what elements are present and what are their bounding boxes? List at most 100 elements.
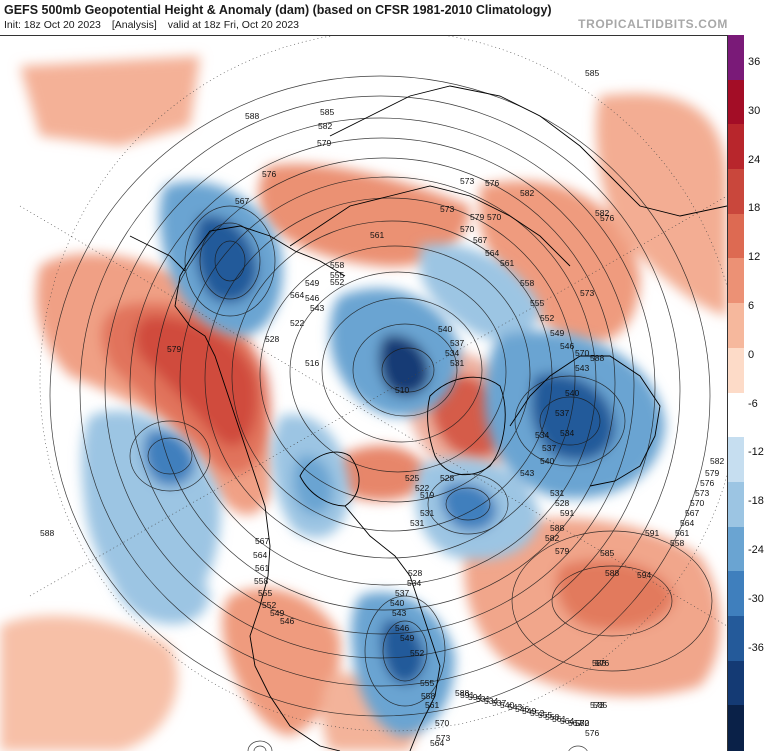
contour-label: 582	[520, 188, 534, 198]
colorbar-tick-label: -18	[748, 495, 764, 508]
contour-line	[231, 220, 553, 532]
contour-label: 567	[255, 536, 269, 546]
contour-label: 540	[438, 324, 452, 334]
warm-anomaly-us-west	[222, 588, 341, 736]
coast-europe-west	[509, 355, 661, 487]
coastlines	[129, 85, 727, 751]
contour-label: 576	[262, 169, 276, 179]
contour-label: 582	[710, 456, 724, 466]
contour-label: 573	[590, 700, 604, 710]
colorbar-swatch	[728, 303, 744, 349]
contour-label: 588	[455, 688, 469, 698]
contour-line	[129, 137, 635, 635]
contour-label: 573	[580, 288, 594, 298]
contour-label: 546	[560, 341, 574, 351]
contour-label: 555	[538, 710, 552, 720]
coast-north-america-pacific	[249, 505, 341, 751]
anomaly-colorbar: 36 30 24 18 12 6 0 -6 -12 -18 -24 -30 -36	[728, 35, 768, 751]
colorbar-swatch	[728, 169, 744, 215]
coast-north-america-west	[174, 225, 346, 507]
contour-label: 564	[253, 550, 267, 560]
contour-label: 564	[680, 518, 694, 528]
contour-label: 525	[405, 473, 419, 483]
contour-label: 552	[410, 648, 424, 658]
contour-label: 561	[675, 528, 689, 538]
map-title: GEFS 500mb Geopotential Height & Anomaly…	[4, 3, 552, 17]
contour-label: 588	[550, 523, 564, 533]
contour-label: 564	[430, 738, 444, 748]
contour-label: 588	[592, 658, 606, 668]
colorbar-swatch	[728, 705, 744, 751]
colorbar-tick-label: 36	[748, 56, 761, 68]
contour-label: 552	[530, 708, 544, 718]
contour-line	[214, 240, 246, 282]
contour-label: 549	[522, 706, 536, 716]
colorbar-tick-label: -6	[748, 397, 758, 410]
contour-line	[184, 205, 276, 317]
warm-anomaly-nw-pacific	[20, 56, 200, 146]
header: GEFS 500mb Geopotential Height & Anomaly…	[0, 0, 768, 36]
contour-label: 537	[395, 588, 409, 598]
contour-label: 570	[460, 224, 474, 234]
contour-label: 591	[645, 528, 659, 538]
contour-label: 510	[395, 385, 409, 395]
contour-label: 531	[410, 518, 424, 528]
contour-label: 549	[400, 633, 414, 643]
coast-asia-east	[329, 85, 727, 217]
contour-line	[104, 117, 656, 659]
contour-label: 528	[265, 334, 279, 344]
cool-anomaly-arctic-core	[378, 335, 430, 396]
contour-label: 594	[637, 570, 651, 580]
contour-label: 537	[450, 338, 464, 348]
colorbar-swatch	[728, 392, 744, 438]
contour-label: 576	[485, 178, 499, 188]
contour-label: 591	[560, 508, 574, 518]
colorbar-tick-label: 30	[748, 104, 761, 117]
contour-label: 531	[550, 488, 564, 498]
cool-anomaly-pacific-east	[106, 534, 210, 625]
contour-label: 588	[590, 353, 604, 363]
contour-label: 564	[560, 716, 574, 726]
contour-label: 573	[440, 204, 454, 214]
colorbar-swatch	[728, 124, 744, 170]
warm-anomaly-canada-arctic	[331, 445, 430, 501]
contour-label: 594	[468, 692, 482, 702]
contour-label: 585	[593, 700, 607, 710]
contour-label: 573	[695, 488, 709, 498]
cool-anomaly-alaska-core	[194, 215, 258, 303]
contour-label: 582	[318, 121, 332, 131]
contour-label: 528	[555, 498, 569, 508]
colorbar-tick-label: -24	[748, 544, 764, 556]
contour-label: 540	[500, 700, 514, 710]
colorbar-swatch	[728, 481, 744, 528]
contour-label: 588	[605, 568, 619, 578]
warm-anomaly-asia-east	[596, 93, 727, 316]
contour-label: 564	[290, 290, 304, 300]
colorbar-tick-label: 18	[748, 202, 761, 215]
contour-line	[79, 95, 681, 687]
colorbar-tick-label: -12	[748, 446, 764, 459]
contour-label: 546	[305, 293, 319, 303]
contour-label: 516	[305, 358, 319, 368]
warm-anomaly-pacific-south	[0, 615, 178, 751]
contour-label: 585	[600, 548, 614, 558]
colorbar-swatch	[728, 660, 744, 706]
valid-time: valid at 18z Fri, Oct 20 2023	[167, 19, 300, 31]
contour-label: 576	[585, 728, 599, 738]
init-time: Init: 18z Oct 20 2023	[4, 19, 101, 31]
contour-label: 567	[568, 718, 582, 728]
contour-line	[445, 487, 491, 521]
height-contours	[49, 75, 713, 751]
contour-label: 561	[552, 714, 566, 724]
colorbar-tick-label: -30	[748, 592, 764, 605]
contour-label: 555	[330, 270, 344, 280]
contour-label: 558	[330, 260, 344, 270]
colorbar-swatch	[728, 347, 744, 393]
contour-label: 555	[420, 678, 434, 688]
warm-anomaly-bc-ridge-mid	[101, 302, 271, 475]
cool-anomaly-us-east-core	[380, 620, 425, 685]
contour-label: 528	[440, 473, 454, 483]
contour-label: 576	[700, 478, 714, 488]
brand-watermark[interactable]: TROPICALTIDBITS.COM	[578, 17, 728, 31]
contour-label: 561	[255, 563, 269, 573]
